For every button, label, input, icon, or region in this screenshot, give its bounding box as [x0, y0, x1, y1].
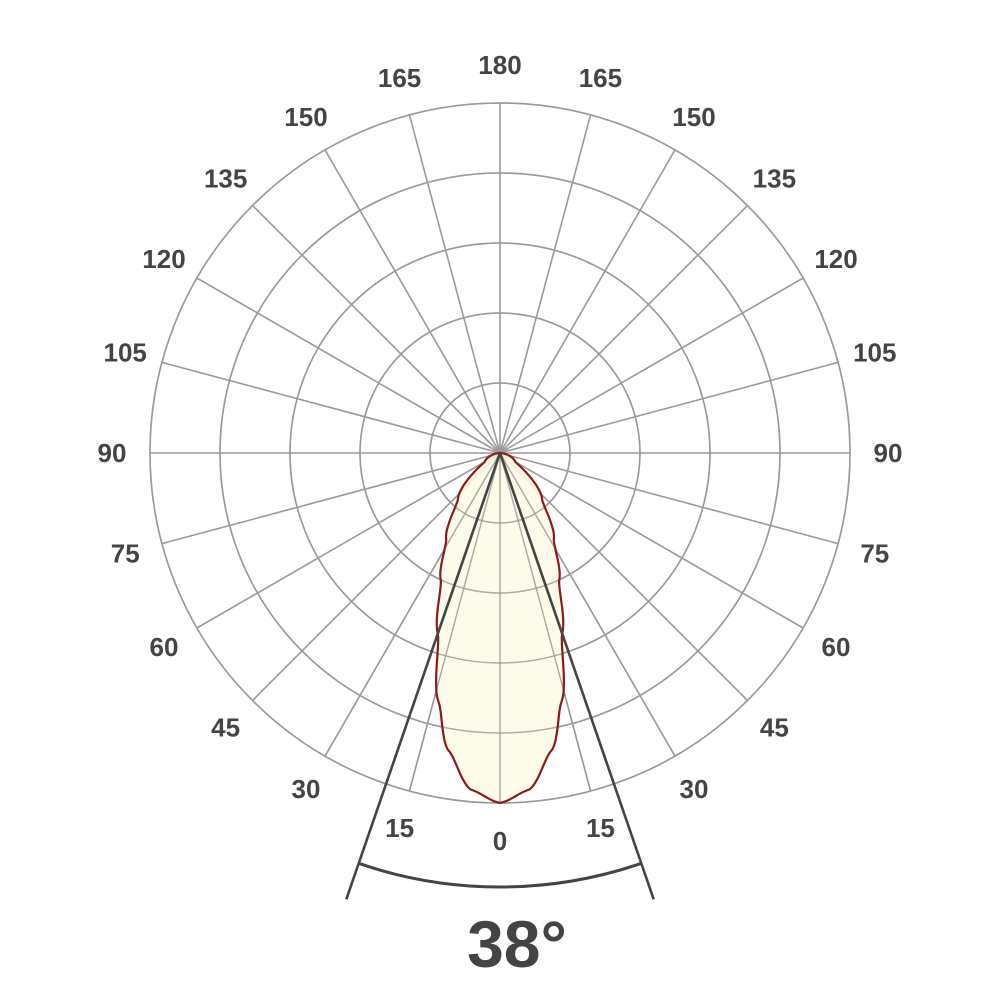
- grid-spoke: [499, 204, 749, 454]
- angle-label-left: 15: [385, 813, 414, 843]
- angle-label-right: 105: [853, 338, 896, 368]
- grid-spoke: [196, 452, 501, 629]
- angle-label-right: 150: [672, 102, 715, 132]
- grid-spoke: [499, 114, 592, 454]
- angle-label-left: 30: [292, 774, 321, 804]
- intensity-curve-group: [149, 102, 851, 805]
- grid-ring-overlay: [359, 312, 641, 594]
- grid-ring-overlay: [219, 172, 781, 734]
- grid-spoke: [499, 277, 804, 454]
- angle-labels: 0 15 30 45 60 75 90 105 120 135 150 165 180 15 30 45 60 7…: [98, 50, 903, 856]
- grid-spoke: [251, 204, 501, 454]
- angle-label-left: 45: [211, 712, 240, 742]
- grid-spoke-overlay: [499, 452, 592, 792]
- grid-spoke: [499, 149, 676, 454]
- angle-label-right: 165: [579, 63, 622, 93]
- angle-label-left: 120: [142, 244, 185, 274]
- angle-label-left: 165: [378, 63, 421, 93]
- beam-angle-label: 38°: [467, 907, 567, 981]
- grid-spoke: [499, 452, 839, 545]
- angle-label-right: 135: [753, 164, 796, 194]
- angle-label-left: 105: [104, 338, 147, 368]
- intensity-curve: [434, 451, 566, 805]
- beam-edge-line: [345, 452, 502, 900]
- angle-label-left: 135: [204, 164, 247, 194]
- angle-label-right: 60: [822, 632, 851, 662]
- grid-spoke-overlay: [324, 452, 501, 757]
- grid-ring-overlay: [429, 382, 571, 524]
- angle-label-left: 75: [111, 538, 140, 568]
- angle-label-left: 150: [284, 102, 327, 132]
- grid-spoke: [408, 114, 501, 454]
- grid-spoke: [499, 452, 804, 629]
- grid-spoke: [499, 361, 839, 454]
- beam-angle-indicator: [345, 452, 655, 900]
- angle-label-left: 90: [98, 438, 127, 468]
- angle-label-right: 90: [874, 438, 903, 468]
- beam-edge-line: [498, 452, 655, 900]
- grid-spoke: [196, 277, 501, 454]
- angle-label-right: 30: [680, 774, 709, 804]
- angle-label-left: 180: [478, 50, 521, 80]
- beam-angle-arc: [358, 861, 642, 889]
- angle-label-left: 0: [493, 826, 507, 856]
- grid-spoke: [161, 361, 501, 454]
- grid-spoke: [161, 452, 501, 545]
- grid-spoke-overlay: [408, 452, 501, 792]
- angle-label-right: 45: [760, 712, 789, 742]
- grid-spoke: [324, 149, 501, 454]
- angle-label-right: 120: [814, 244, 857, 274]
- grid-spoke-overlay: [499, 452, 676, 757]
- grid-ring-overlay: [289, 242, 711, 664]
- angle-label-right: 15: [586, 813, 615, 843]
- angle-label-right: 75: [860, 538, 889, 568]
- angle-label-left: 60: [150, 632, 179, 662]
